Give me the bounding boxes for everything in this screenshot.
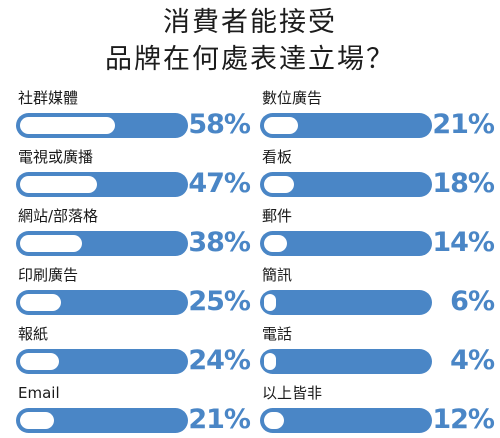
value-label: 58% <box>188 109 251 140</box>
bar-fill <box>264 353 276 370</box>
category-label: 社群媒體 <box>18 89 79 107</box>
bar-item: Email 21% <box>16 384 251 438</box>
bar-track <box>260 172 432 197</box>
chart-title-line-2: 品牌在何處表達立場？ <box>105 44 395 75</box>
bar-fill <box>20 353 59 370</box>
category-label: 印刷廣告 <box>18 266 79 284</box>
bar-track <box>16 349 188 374</box>
bar-fill <box>264 176 294 193</box>
bar-track <box>16 408 188 433</box>
bar-track <box>16 231 188 256</box>
bar-fill <box>20 412 54 429</box>
category-label: 數位廣告 <box>262 89 323 107</box>
chart-title-line-1: 消費者能接受 <box>163 7 337 38</box>
bar-item: 電話 4% <box>260 325 495 379</box>
bar-item: 報紙 24% <box>16 325 251 379</box>
bar-fill <box>20 176 97 193</box>
category-label: 報紙 <box>18 325 49 343</box>
value-label: 4% <box>450 345 495 376</box>
bar-track <box>260 349 432 374</box>
value-label: 21% <box>432 109 495 140</box>
bar-item: 社群媒體 58% <box>16 89 251 143</box>
bar-chart: 社群媒體 58% 電視或廣播 47% 網站/部落格 38% 印刷廣告 25% 報紙 24% Emai… <box>16 89 495 435</box>
bar-track <box>16 172 188 197</box>
value-label: 21% <box>188 404 251 435</box>
bar-item: 以上皆非 12% <box>260 384 495 438</box>
bar-fill <box>20 117 115 134</box>
bar-item: 郵件 14% <box>260 207 495 261</box>
value-label: 24% <box>188 345 251 376</box>
value-label: 14% <box>432 227 495 258</box>
bar-item: 看板 18% <box>260 148 495 202</box>
bar-fill <box>20 294 61 311</box>
category-label: 郵件 <box>262 207 293 225</box>
category-label: 簡訊 <box>262 266 293 284</box>
category-label: 電視或廣播 <box>18 148 94 166</box>
bar-track <box>260 113 432 138</box>
bar-track <box>260 290 432 315</box>
category-label: 電話 <box>262 325 293 343</box>
bar-track <box>16 113 188 138</box>
value-label: 18% <box>432 168 495 199</box>
bar-fill <box>264 235 287 252</box>
bar-item: 數位廣告 21% <box>260 89 495 143</box>
category-label: 網站/部落格 <box>18 207 99 225</box>
bar-fill <box>264 294 276 311</box>
bar-item: 電視或廣播 47% <box>16 148 251 202</box>
value-label: 47% <box>188 168 251 199</box>
chart-title: 消費者能接受 品牌在何處表達立場？ <box>0 4 500 78</box>
bar-fill <box>264 412 284 429</box>
category-label: Email <box>18 384 60 402</box>
category-label: 以上皆非 <box>262 384 323 402</box>
category-label: 看板 <box>262 148 293 166</box>
bar-track <box>260 231 432 256</box>
bar-item: 印刷廣告 25% <box>16 266 251 320</box>
value-label: 25% <box>188 286 251 317</box>
bar-fill <box>264 117 298 134</box>
value-label: 12% <box>432 404 495 435</box>
bar-item: 簡訊 6% <box>260 266 495 320</box>
bar-track <box>16 290 188 315</box>
bar-fill <box>20 235 82 252</box>
bar-track <box>260 408 432 433</box>
value-label: 38% <box>188 227 251 258</box>
value-label: 6% <box>450 286 495 317</box>
bar-item: 網站/部落格 38% <box>16 207 251 261</box>
